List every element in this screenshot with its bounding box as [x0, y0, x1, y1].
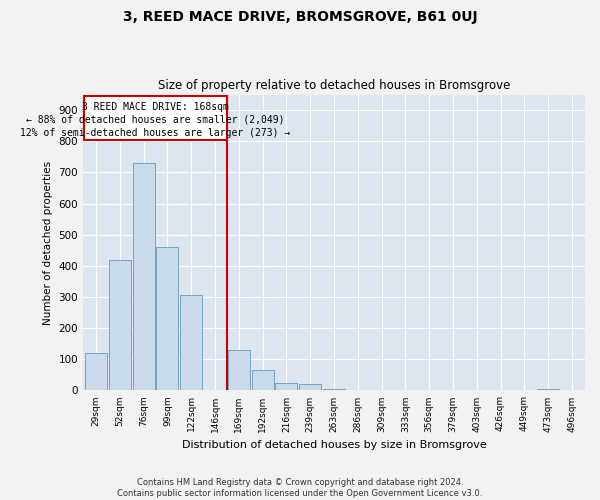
Title: Size of property relative to detached houses in Bromsgrove: Size of property relative to detached ho…: [158, 79, 510, 92]
Bar: [228, 350, 250, 391]
Text: Contains HM Land Registry data © Crown copyright and database right 2024.
Contai: Contains HM Land Registry data © Crown c…: [118, 478, 482, 498]
Bar: [109, 260, 131, 390]
Text: 3 REED MACE DRIVE: 168sqm: 3 REED MACE DRIVE: 168sqm: [82, 102, 229, 112]
Bar: [180, 296, 202, 390]
Bar: [299, 384, 321, 390]
Text: ← 88% of detached houses are smaller (2,049): ← 88% of detached houses are smaller (2,…: [26, 115, 285, 125]
X-axis label: Distribution of detached houses by size in Bromsgrove: Distribution of detached houses by size …: [182, 440, 487, 450]
Y-axis label: Number of detached properties: Number of detached properties: [43, 160, 53, 324]
Bar: [85, 353, 107, 391]
Bar: [537, 389, 559, 390]
Bar: [157, 247, 178, 390]
Bar: [251, 370, 274, 390]
Text: 12% of semi-detached houses are larger (273) →: 12% of semi-detached houses are larger (…: [20, 128, 290, 138]
Text: 3, REED MACE DRIVE, BROMSGROVE, B61 0UJ: 3, REED MACE DRIVE, BROMSGROVE, B61 0UJ: [122, 10, 478, 24]
Bar: [275, 382, 298, 390]
Bar: [133, 163, 155, 390]
Bar: [323, 389, 345, 390]
FancyBboxPatch shape: [84, 96, 227, 140]
